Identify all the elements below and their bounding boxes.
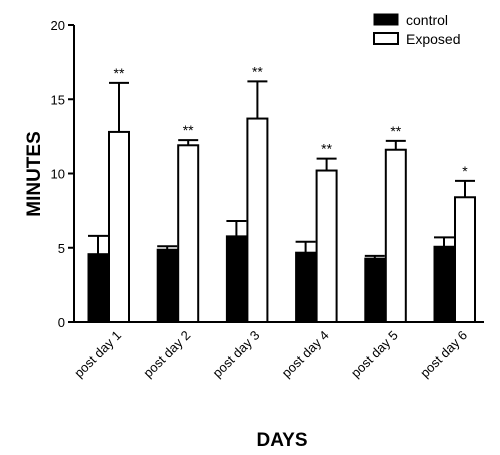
legend-swatch-exposed — [373, 32, 399, 45]
bar-exposed — [108, 130, 130, 323]
significance-marker: ** — [114, 65, 125, 81]
bar-control — [295, 251, 317, 323]
bar-exposed — [454, 196, 476, 323]
x-category-label: post day 1 — [71, 328, 124, 381]
x-category-label: post day 5 — [348, 328, 401, 381]
bar-control — [225, 235, 247, 323]
significance-marker: ** — [321, 141, 332, 157]
legend-label: Exposed — [406, 31, 460, 47]
y-tick-label: 0 — [58, 315, 65, 330]
y-tick-label: 15 — [51, 92, 65, 107]
significance-marker: ** — [252, 63, 263, 79]
x-axis-category-labels: post day 1 post day 2 post day 3 post day 4… — [71, 328, 470, 381]
y-tick-label: 10 — [51, 167, 65, 182]
bar-exposed — [315, 169, 338, 323]
bar-control — [433, 245, 455, 323]
bar-exposed — [177, 144, 200, 323]
x-axis-title: DAYS — [256, 430, 307, 451]
bar-exposed — [384, 148, 407, 323]
x-category-label: post day 4 — [279, 328, 332, 381]
x-category-label: post day 2 — [140, 328, 193, 381]
significance-marker: * — [462, 163, 468, 179]
y-tick-label: 20 — [51, 18, 65, 33]
significance-marker: ** — [390, 123, 401, 139]
y-axis-title: MINUTES — [24, 131, 45, 217]
legend-swatch-control — [373, 13, 399, 26]
bars — [87, 117, 476, 324]
bar-control — [364, 257, 386, 323]
x-category-label: post day 6 — [417, 328, 470, 381]
bar-control — [87, 253, 109, 323]
significance-marker: ** — [183, 122, 194, 138]
bar-exposed — [246, 117, 269, 324]
significance-markers: *********** — [114, 63, 469, 178]
bar-control — [156, 248, 178, 323]
axes — [73, 25, 484, 323]
y-tick-label: 5 — [58, 241, 65, 256]
legend-label: control — [406, 12, 448, 28]
x-category-label: post day 3 — [209, 328, 262, 381]
error-bars — [88, 80, 475, 259]
y-axis-ticks: 0 5 10 15 20 — [51, 18, 74, 330]
legend: control Exposed — [373, 12, 460, 47]
